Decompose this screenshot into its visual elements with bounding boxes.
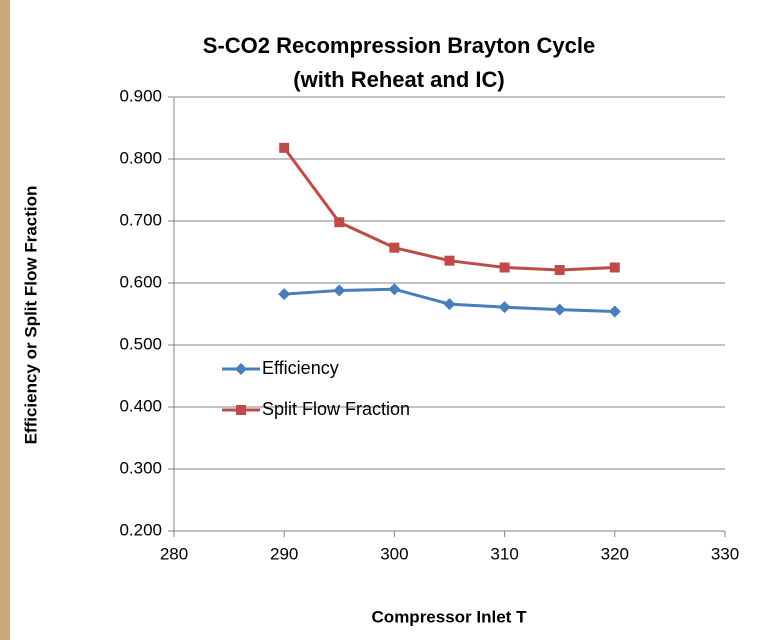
x-tick-label: 320 <box>601 544 629 563</box>
y-tick-label: 0.800 <box>119 148 162 167</box>
data-point <box>608 305 621 318</box>
data-point <box>388 283 401 296</box>
chart-subtitle: (with Reheat and IC) <box>293 67 504 92</box>
data-point <box>389 242 400 253</box>
data-point <box>278 288 291 301</box>
data-point <box>444 255 455 266</box>
background-strip <box>0 0 10 640</box>
y-tick-label: 0.200 <box>119 520 162 539</box>
y-tick-label: 0.500 <box>119 334 162 353</box>
legend-label: Split Flow Fraction <box>262 399 410 419</box>
chart-title: S-CO2 Recompression Brayton Cycle <box>203 33 595 58</box>
x-tick-label: 300 <box>380 544 408 563</box>
y-tick-label: 0.700 <box>119 210 162 229</box>
data-point <box>553 303 566 316</box>
data-point <box>498 301 511 314</box>
x-tick-label: 330 <box>711 544 739 563</box>
series-line <box>282 146 615 272</box>
x-axis-title: Compressor Inlet T <box>372 607 528 626</box>
x-tick-label: 280 <box>160 544 188 563</box>
data-point <box>554 264 565 275</box>
y-tick-label: 0.400 <box>119 396 162 415</box>
x-tick-label: 310 <box>490 544 518 563</box>
y-tick-label: 0.900 <box>119 86 162 105</box>
y-tick-label: 0.300 <box>119 458 162 477</box>
data-point <box>443 298 456 311</box>
y-axis-title: Efficiency or Split Flow Fraction <box>21 186 40 445</box>
x-tick-label: 290 <box>270 544 298 563</box>
legend-marker <box>236 405 246 415</box>
data-point <box>279 142 290 153</box>
data-point <box>334 217 345 228</box>
data-point <box>499 262 510 273</box>
legend-label: Efficiency <box>262 358 339 378</box>
y-tick-label: 0.600 <box>119 272 162 291</box>
data-point <box>609 262 620 273</box>
legend-marker <box>235 363 247 375</box>
data-point <box>333 284 346 297</box>
